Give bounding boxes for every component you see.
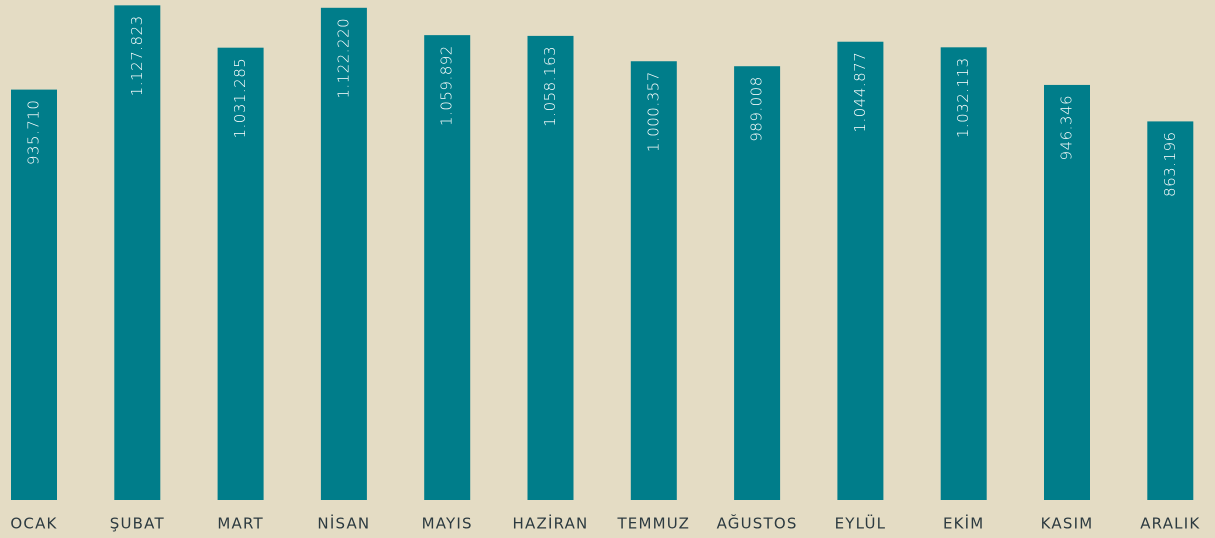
x-tick-label: HAZİRAN <box>513 514 589 533</box>
x-tick-label: ŞUBAT <box>110 515 165 533</box>
x-tick-label: OCAK <box>10 515 57 533</box>
bar <box>1147 121 1194 500</box>
x-tick-label: EYLÜL <box>835 514 887 533</box>
value-label: 1.059.892 <box>438 45 456 126</box>
bar <box>320 7 367 500</box>
bar <box>11 89 57 500</box>
bar <box>1044 84 1090 500</box>
value-label: 1.032.113 <box>954 57 972 138</box>
value-label: 1.122.220 <box>334 18 352 99</box>
x-tick-label: AĞUSTOS <box>717 514 798 533</box>
value-label: 935.710 <box>25 100 43 166</box>
value-label: 1.127.823 <box>128 15 146 96</box>
x-tick-label: MART <box>217 515 264 533</box>
bar <box>424 35 471 501</box>
value-label: 1.000.357 <box>644 71 662 152</box>
x-tick-label: MAYIS <box>422 515 473 533</box>
bar <box>217 47 264 501</box>
x-tick-label: EKİM <box>943 514 984 533</box>
value-label: 1.058.163 <box>541 46 559 127</box>
value-label: 989.008 <box>748 76 766 142</box>
bar <box>734 66 781 501</box>
x-tick-label: ARALIK <box>1140 515 1200 533</box>
bar <box>630 61 677 501</box>
value-label: 946.346 <box>1058 95 1076 161</box>
x-tick-label: TEMMUZ <box>616 515 690 533</box>
bar <box>837 41 884 501</box>
bar <box>940 47 987 501</box>
value-label: 1.031.285 <box>231 58 249 139</box>
bar <box>114 5 161 500</box>
bar <box>527 35 574 500</box>
x-tick-label: NİSAN <box>317 514 370 533</box>
value-label: 863.196 <box>1161 131 1179 197</box>
value-label: 1.044.877 <box>851 52 869 133</box>
x-tick-label: KASIM <box>1041 515 1094 533</box>
